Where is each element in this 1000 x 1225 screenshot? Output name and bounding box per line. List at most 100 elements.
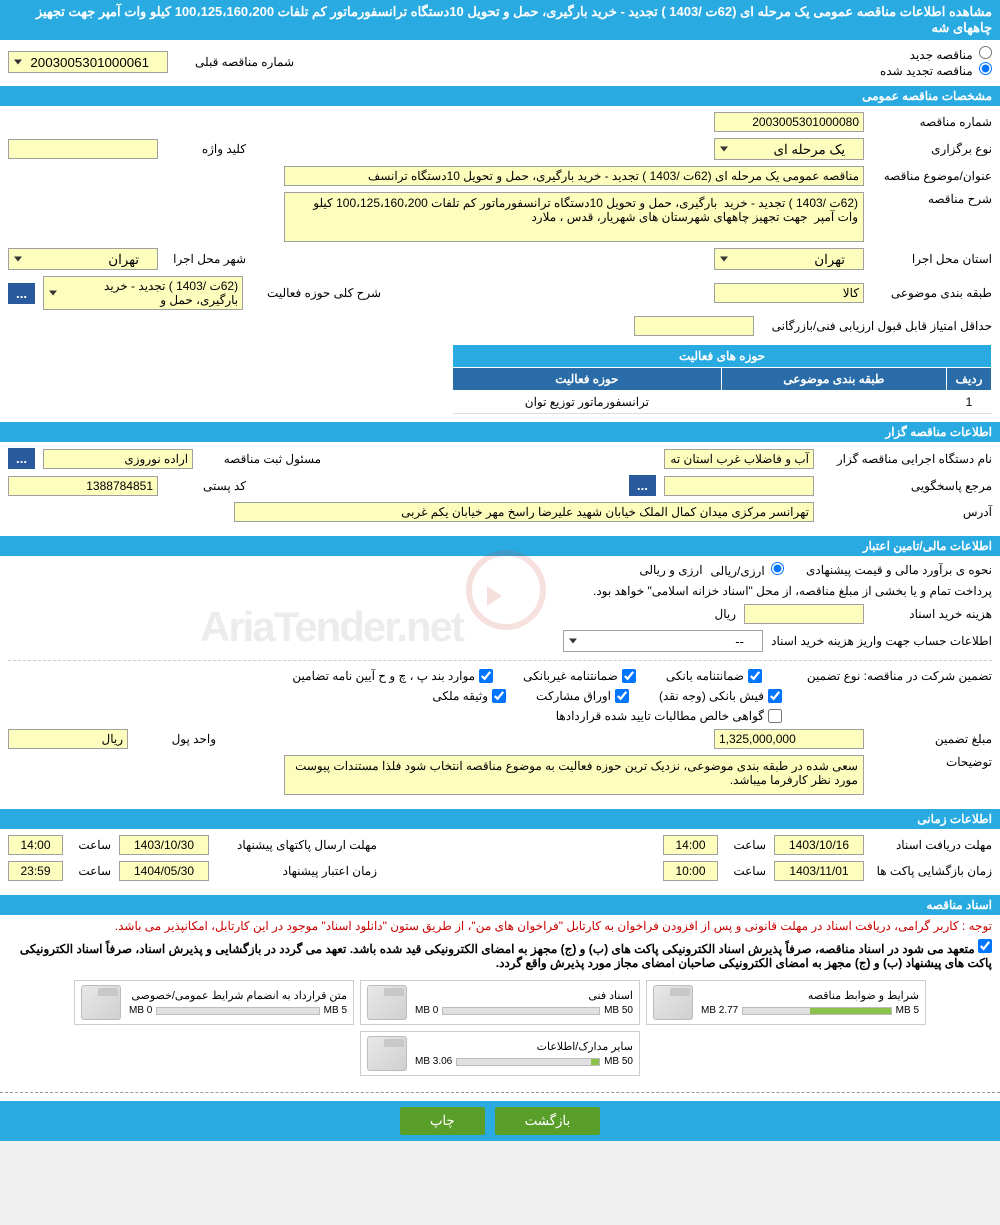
guarantee-amount-field[interactable]: 1,325,000,000 — [714, 729, 864, 749]
folder-icon — [367, 1036, 407, 1071]
submit-date[interactable]: 1403/10/30 — [119, 835, 209, 855]
progress-fill — [810, 1008, 891, 1014]
activity-desc-field[interactable]: (62ت /1403 ) تجدید - خرید بارگیری، حمل و — [43, 276, 243, 310]
min-score-label: حداقل امتیاز قابل قبول ارزیابی فنی/بازرگ… — [762, 319, 992, 333]
receive-date[interactable]: 1403/10/16 — [774, 835, 864, 855]
cb-bank-label: ضمانتنامه بانکی — [666, 669, 744, 683]
contact-field[interactable] — [664, 476, 814, 496]
subject-label: عنوان/موضوع مناقصه — [872, 169, 992, 183]
notes-field[interactable]: سعی شده در طبقه بندی موضوعی، نزدیک ترین … — [284, 755, 864, 795]
validity-time[interactable]: 23:59 — [8, 861, 63, 881]
file-used: 3.06 MB — [415, 1056, 452, 1067]
cb-bank[interactable] — [748, 669, 762, 683]
radio-new[interactable] — [979, 46, 992, 59]
responsible-browse-button[interactable]: ... — [8, 448, 35, 469]
cb-property-label: وثیقه ملکی — [432, 689, 488, 703]
responsible-field[interactable]: اراده نوروزی — [43, 449, 193, 469]
category-label: طبقه بندی موضوعی — [872, 286, 992, 300]
min-score-field[interactable] — [634, 316, 754, 336]
currency-radio[interactable] — [771, 562, 784, 575]
doc-cost-field[interactable] — [744, 604, 864, 624]
col-activity: حوزه فعالیت — [453, 368, 722, 391]
file-box[interactable]: شرایط و ضوابط مناقصه 5 MB2.77 MB — [646, 980, 926, 1025]
cb-nonbank[interactable] — [622, 669, 636, 683]
progress-fill — [591, 1059, 600, 1065]
contact-browse-button[interactable]: ... — [629, 475, 656, 496]
cb-clauses[interactable] — [479, 669, 493, 683]
file-box[interactable]: متن قرارداد به انضمام شرایط عمومی/خصوصی … — [74, 980, 354, 1025]
back-button[interactable]: بازگشت — [495, 1107, 601, 1135]
executor-label: نام دستگاه اجرایی مناقصه گزار — [822, 452, 992, 466]
file-title: متن قرارداد به انضمام شرایط عمومی/خصوصی — [129, 989, 347, 1002]
folder-icon — [653, 985, 693, 1020]
currency-radio-label[interactable]: ارزی/ریالی — [711, 562, 784, 578]
section-organizer: اطلاعات مناقصه گزار — [0, 422, 1000, 442]
opening-date[interactable]: 1403/11/01 — [774, 861, 864, 881]
executor-field[interactable]: آب و فاضلاب غرب استان ته — [664, 449, 814, 469]
print-button[interactable]: چاپ — [400, 1107, 485, 1135]
row-category — [721, 391, 946, 414]
description-field[interactable]: (62ت /1403 ) تجدید - خرید بارگیری، حمل و… — [284, 192, 864, 242]
contact-label: مرجع پاسخگویی — [822, 479, 992, 493]
page-title: مشاهده اطلاعات مناقصه عمومی یک مرحله ای … — [0, 0, 1000, 40]
keyword-field[interactable] — [8, 139, 158, 159]
account-info-select[interactable]: -- — [563, 630, 763, 652]
tender-number-label: شماره مناقصه — [872, 115, 992, 129]
receive-deadline-label: مهلت دریافت اسناد — [872, 838, 992, 852]
opening-time[interactable]: 10:00 — [663, 861, 718, 881]
cb-cash[interactable] — [768, 689, 782, 703]
section-general: مشخصات مناقصه عمومی — [0, 86, 1000, 106]
tender-type-radios: مناقصه جدید مناقصه تجدید شده — [865, 46, 992, 78]
province-select[interactable]: تهران — [714, 248, 864, 270]
file-box[interactable]: اسناد فنی 50 MB0 MB — [360, 980, 640, 1025]
unit-field[interactable]: ریال — [8, 729, 128, 749]
account-info-label: اطلاعات حساب جهت واریز هزینه خرید اسناد — [771, 634, 992, 648]
cb-bonds-label: اوراق مشارکت — [536, 689, 611, 703]
section-docs: اسناد مناقصه — [0, 895, 1000, 915]
file-max: 5 MB — [896, 1005, 919, 1016]
activity-table: حوزه های فعالیت ردیف طبقه بندی موضوعی حو… — [452, 344, 992, 414]
validity-label: زمان اعتبار پیشنهاد — [217, 864, 377, 878]
activity-browse-button[interactable]: ... — [8, 283, 35, 304]
cb-net[interactable] — [768, 709, 782, 723]
type-select[interactable]: یک مرحله ای — [714, 138, 864, 160]
tender-number-field: 2003005301000080 — [714, 112, 864, 132]
cb-property[interactable] — [492, 689, 506, 703]
address-field[interactable]: تهرانسر مرکزی میدان کمال الملک خیابان شه… — [234, 502, 814, 522]
type-label: نوع برگزاری — [872, 142, 992, 156]
postal-field[interactable]: 1388784851 — [8, 476, 158, 496]
radio-renewed[interactable] — [979, 62, 992, 75]
guarantee-amount-label: مبلغ تضمین — [872, 732, 992, 746]
cb-clauses-label: موارد بند پ ، چ و ح آیین نامه تضامین — [292, 669, 475, 683]
file-used: 0 MB — [129, 1005, 152, 1016]
radio-new-text: مناقصه جدید — [910, 48, 973, 62]
submit-time[interactable]: 14:00 — [8, 835, 63, 855]
opening-label: زمان بازگشایی پاکت ها — [872, 864, 992, 878]
commit-checkbox[interactable] — [978, 939, 992, 953]
responsible-label: مسئول ثبت مناقصه — [201, 452, 321, 466]
treasury-note: پرداخت تمام و یا بخشی از مبلغ مناقصه، از… — [593, 584, 992, 598]
file-box[interactable]: سایر مدارک/اطلاعات 50 MB3.06 MB — [360, 1031, 640, 1076]
cb-bonds[interactable] — [615, 689, 629, 703]
files-grid: شرایط و ضوابط مناقصه 5 MB2.77 MB اسناد ف… — [0, 972, 1000, 1084]
province-label: استان محل اجرا — [872, 252, 992, 266]
file-max: 50 MB — [604, 1056, 633, 1067]
prev-number-select[interactable]: 2003005301000061 — [8, 51, 168, 73]
radio-renewed-label[interactable]: مناقصه تجدید شده — [880, 64, 992, 78]
cb-nonbank-label: ضمانتنامه غیربانکی — [523, 669, 618, 683]
activity-table-title: حوزه های فعالیت — [453, 345, 992, 368]
file-title: اسناد فنی — [415, 989, 633, 1002]
notes-label: توضیحات — [872, 755, 992, 769]
notice-commit-text: متعهد می شود در اسناد مناقصه، صرفاً پذیر… — [20, 942, 992, 970]
subject-field[interactable]: مناقصه عمومی یک مرحله ای (62ت /1403 ) تج… — [284, 166, 864, 186]
file-max: 50 MB — [604, 1005, 633, 1016]
receive-time[interactable]: 14:00 — [663, 835, 718, 855]
category-field[interactable]: کالا — [714, 283, 864, 303]
time-label-4: ساعت — [71, 864, 111, 878]
section-financial: اطلاعات مالی/تامین اعتبار — [0, 536, 1000, 556]
currency-type-label: ارزی/ریالی — [711, 564, 765, 578]
prev-number-label: شماره مناقصه قبلی — [174, 55, 294, 69]
validity-date[interactable]: 1404/05/30 — [119, 861, 209, 881]
radio-new-label[interactable]: مناقصه جدید — [910, 48, 992, 62]
city-select[interactable]: تهران — [8, 248, 158, 270]
